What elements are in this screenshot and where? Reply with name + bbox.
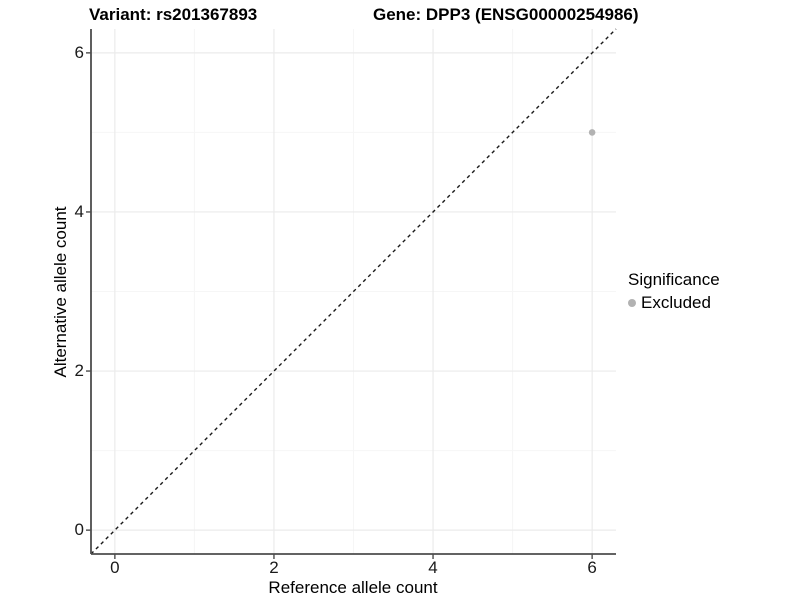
legend: Significance Excluded xyxy=(628,270,720,313)
variant-title: Variant: rs201367893 xyxy=(89,5,258,24)
x-axis-title: Reference allele count xyxy=(268,578,438,597)
y-tick-label: 4 xyxy=(74,201,84,221)
x-tick-label: 6 xyxy=(587,558,597,577)
gene-title: Gene: DPP3 (ENSG00000254986) xyxy=(373,5,639,24)
identity-reference-line xyxy=(90,28,617,555)
data-point xyxy=(588,129,596,136)
y-tick-label: 2 xyxy=(74,361,84,381)
y-tick-label: 0 xyxy=(74,520,84,540)
y-axis-title: Alternative allele count xyxy=(51,206,70,378)
legend-items: Excluded xyxy=(628,293,720,313)
legend-item-label: Excluded xyxy=(641,293,711,312)
y-tick-label: 6 xyxy=(74,42,84,62)
legend-item: Excluded xyxy=(628,293,720,313)
x-tick-label: 4 xyxy=(428,558,438,577)
legend-title: Significance xyxy=(628,270,720,289)
legend-key-dot-icon xyxy=(628,299,636,307)
x-tick-label: 0 xyxy=(110,558,120,577)
x-tick-label: 2 xyxy=(269,558,279,577)
